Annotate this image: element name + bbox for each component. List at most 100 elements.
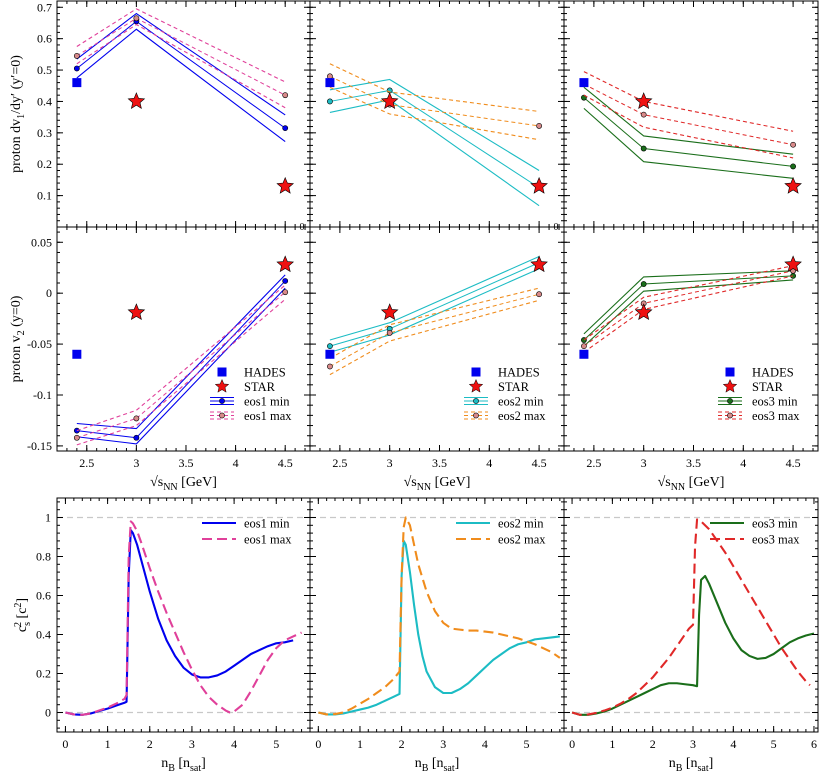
y-axis-label-cs2: cs2 [c2]	[13, 598, 33, 632]
band-line-max-lo	[583, 94, 794, 159]
legend-label: eos2 max	[498, 409, 546, 423]
y-tick-label: 0.2	[37, 157, 52, 171]
legend-star-marker	[214, 378, 230, 393]
x-tick-label: 5	[273, 737, 279, 751]
x-tick-label: 2.5	[332, 456, 347, 470]
band-line-min-lo	[583, 107, 794, 179]
legend-label: eos2 min	[498, 395, 544, 409]
band-line-min-hi	[583, 86, 794, 155]
hades-marker	[72, 78, 82, 88]
flow-data-layer	[72, 8, 802, 446]
data-point-max	[581, 343, 587, 350]
x-tick-label: 2.5	[586, 456, 601, 470]
legend-label: eos3 max	[752, 533, 800, 547]
series-line-max	[76, 17, 286, 96]
legend-label: eos1 max	[244, 409, 292, 423]
x-tick-label: 5	[771, 737, 777, 751]
panel-frame	[309, 0, 565, 228]
legend-star-marker	[722, 378, 738, 393]
y-tick-label: 0.3	[37, 126, 52, 140]
series-line-max	[76, 291, 286, 439]
x-tick-label: 1	[105, 737, 111, 751]
legend-point-max	[727, 412, 733, 419]
data-point-min	[327, 98, 333, 105]
data-point-max	[73, 434, 80, 441]
legend-label: eos1 min	[244, 517, 290, 531]
x-tick-label: 4	[740, 456, 746, 470]
data-point-min	[640, 281, 647, 287]
x-tick-label: 4.5	[278, 456, 293, 470]
y-zero-tick-label: 0	[554, 222, 559, 233]
data-point-max	[133, 15, 140, 22]
y-tick-label: 0.8	[36, 550, 51, 564]
cs2-curve	[318, 539, 560, 716]
data-point-min	[282, 278, 289, 284]
legend-label: HADES	[498, 366, 540, 380]
y-tick-label: -0.15	[27, 439, 52, 453]
cs2-curve	[318, 516, 561, 716]
band-line-max-hi	[76, 284, 286, 432]
y-tick-label: 0.6	[37, 32, 52, 46]
cs2-curve	[571, 518, 811, 716]
legend-label: STAR	[498, 380, 530, 394]
band-line-min-lo	[76, 28, 286, 143]
x-tick-label: 2	[650, 737, 656, 751]
star-marker	[634, 92, 653, 109]
legend-label: eos2 min	[498, 517, 544, 531]
data-point-max	[386, 329, 393, 336]
legend-label: eos3 min	[752, 517, 798, 531]
data-point-max	[73, 53, 80, 59]
y-tick-label: -0.05	[27, 337, 52, 351]
y-tick-label: 0.2	[36, 667, 51, 681]
band-line-min-hi	[76, 12, 286, 116]
series-line-min	[583, 97, 794, 167]
hades-marker	[72, 349, 82, 359]
y-zero-tick-label: 0	[300, 222, 305, 233]
y-axis-label-v2: proton v2 (y=0)	[9, 295, 27, 382]
panel-frame	[563, 0, 819, 228]
panel-frame	[563, 226, 819, 452]
x-axis-label: √sNN [GeV]	[404, 475, 471, 493]
band-line-max-lo	[329, 86, 540, 141]
star-marker	[127, 303, 146, 321]
series-line-max	[329, 293, 540, 367]
star-marker	[784, 176, 802, 194]
data-point-max	[536, 123, 542, 129]
data-point-min	[73, 65, 80, 72]
band-line-max-lo	[76, 23, 286, 109]
x-tick-label: 0	[315, 737, 321, 751]
x-axis-label: nB [nsat]	[415, 756, 460, 773]
cs2-curve	[65, 520, 303, 716]
legend-label: eos1 max	[244, 533, 292, 547]
star-marker	[784, 255, 802, 273]
x-tick-label: 3	[690, 737, 696, 751]
series-line-min	[329, 262, 540, 347]
band-line-max-hi	[76, 8, 286, 83]
star-marker	[276, 176, 295, 194]
legend-label: eos1 min	[244, 395, 290, 409]
hades-marker	[579, 78, 589, 88]
y-tick-label: 0.5	[37, 63, 52, 77]
y-tick-label: 0	[45, 706, 51, 720]
band-line-min-lo	[329, 99, 540, 207]
x-tick-label: 3	[189, 737, 195, 751]
data-point-min	[282, 125, 289, 132]
data-point-max	[282, 92, 289, 99]
x-tick-label: 1	[609, 737, 615, 751]
y-tick-label: 0.05	[31, 235, 52, 249]
legend-label: HADES	[752, 366, 794, 380]
band-line-max-hi	[583, 71, 794, 132]
data-point-max	[327, 363, 333, 370]
x-axis-label: √sNN [GeV]	[150, 475, 217, 493]
legend-label: eos2 max	[498, 533, 546, 547]
star-marker	[530, 176, 548, 194]
star-marker	[380, 92, 399, 109]
y-tick-label: 0.7	[37, 0, 52, 14]
series-line-max	[329, 75, 540, 127]
band-line-min-hi	[76, 274, 286, 430]
band-line-max-hi	[329, 287, 540, 359]
cs2-data-layer	[57, 516, 818, 716]
data-point-max	[640, 111, 647, 118]
data-point-max	[790, 141, 796, 148]
